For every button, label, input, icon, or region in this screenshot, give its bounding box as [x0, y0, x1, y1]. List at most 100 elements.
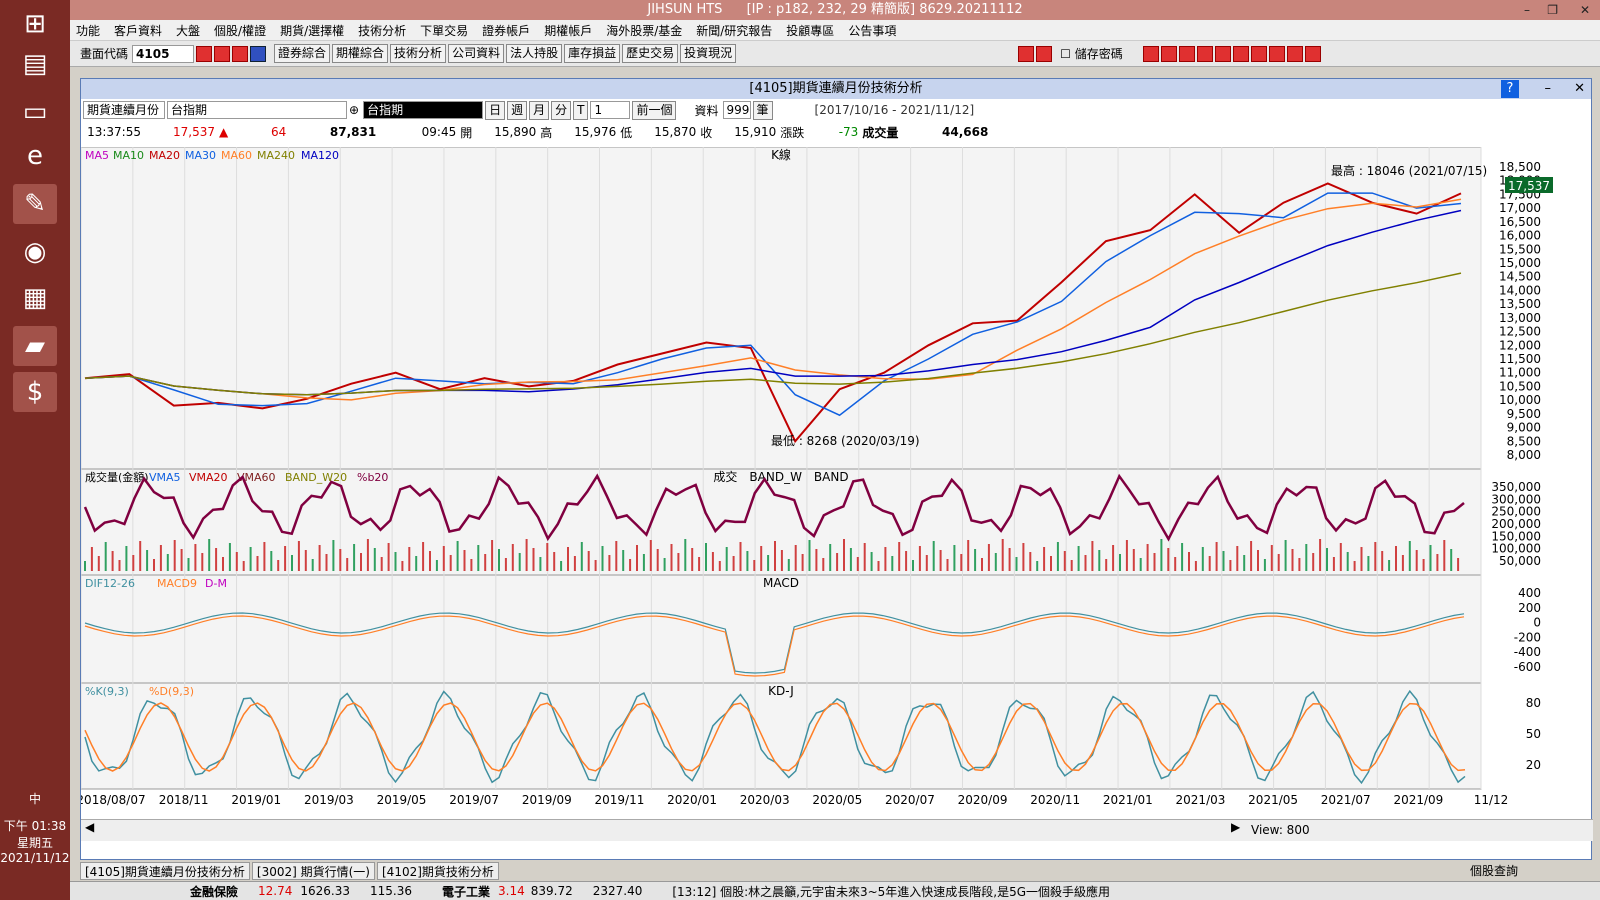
scroll-left-icon[interactable]: ◀ — [85, 820, 95, 834]
panel-title-1: 成交 BAND_W BAND — [713, 469, 848, 484]
menu-item-10[interactable]: 新聞/研究報告 — [696, 23, 773, 38]
price-tick: 16,500 — [1499, 215, 1541, 229]
ticker-news[interactable]: [13:12] 個股:林之晨籲,元宇宙未來3~5年進入快速成長階段,是5G一個殺… — [672, 884, 1111, 899]
product-select[interactable]: 期貨連續月份 — [83, 101, 165, 119]
x-tick: 2018/11 — [159, 793, 209, 807]
price-tick: 14,500 — [1499, 270, 1541, 284]
period-button-1[interactable]: 週 — [507, 100, 528, 120]
ie-icon[interactable]: e — [27, 141, 43, 171]
open-label: 開 — [460, 125, 473, 140]
period-button-0[interactable]: 日 — [485, 100, 506, 120]
x-tick: 2019/03 — [304, 793, 354, 807]
tab-2[interactable]: [4102]期貨技術分析 — [377, 862, 499, 880]
jihsun-icon[interactable]: $ — [13, 372, 57, 412]
print-icon[interactable] — [232, 45, 249, 62]
windows-start-icon[interactable]: ⊞ — [24, 9, 46, 39]
menu-item-2[interactable]: 大盤 — [176, 23, 201, 38]
price-tick: 9,500 — [1507, 407, 1541, 421]
menu-item-11[interactable]: 投顧專區 — [786, 23, 835, 38]
tool-icon-2[interactable] — [1160, 45, 1177, 62]
menu-item-9[interactable]: 海外股票/基金 — [606, 23, 683, 38]
save-password-checkbox[interactable]: ☐ 儲存密碼 — [1060, 47, 1123, 61]
sheet-icon[interactable]: ▦ — [22, 283, 48, 313]
vol-legend-1: VMA5 — [149, 471, 181, 484]
refresh-icon[interactable] — [214, 45, 231, 62]
prev-button[interactable]: 前一個 — [632, 100, 677, 120]
restore-icon[interactable]: ❐ — [1547, 3, 1558, 17]
period-button-4[interactable]: T — [573, 100, 589, 120]
vol-label: 成交量 — [862, 125, 899, 140]
tab-0[interactable]: [4105]期貨連續月份技術分析 — [80, 862, 250, 880]
mail-icon[interactable] — [250, 45, 267, 62]
chrome-icon[interactable]: ◉ — [23, 237, 47, 267]
tab-1[interactable]: [3002] 期貨行情(一) — [251, 862, 375, 880]
unit-button[interactable]: 筆 — [752, 100, 773, 120]
vol-tick: 200,000 — [1491, 517, 1541, 531]
menu-item-1[interactable]: 客戶資料 — [114, 23, 163, 38]
symbol-select[interactable]: 台指期 — [167, 101, 347, 119]
tool-icon-7[interactable] — [1250, 45, 1267, 62]
tool-icon-4[interactable] — [1196, 45, 1213, 62]
toolbar-button-5[interactable]: 庫存損益 — [564, 44, 621, 63]
period-button-3[interactable]: 分 — [551, 100, 572, 120]
toolbar-button-0[interactable]: 證券綜合 — [274, 44, 331, 63]
child-minimize-icon[interactable]: – — [1544, 81, 1552, 96]
toolbar-button-7[interactable]: 投資現況 — [680, 44, 737, 63]
toolbar-button-4[interactable]: 法人持股 — [506, 44, 563, 63]
child-title-bar: [4105]期貨連續月份技術分析 ? – ✕ — [81, 79, 1591, 99]
window-tabs: [4105]期貨連續月份技術分析 [3002] 期貨行情(一) [4102]期貨技術… — [80, 862, 1592, 880]
macd-tick: 200 — [1518, 601, 1541, 615]
close-value: 15,910 — [734, 125, 777, 139]
flag-icon[interactable] — [1018, 45, 1035, 62]
paint-icon[interactable]: ✎ — [13, 184, 57, 224]
query-icon[interactable]: ⊕ — [349, 103, 360, 117]
clock-date: 2021/11/12 — [0, 851, 70, 865]
minimize-icon[interactable]: – — [1524, 3, 1530, 17]
notes-icon[interactable]: ▰ — [13, 326, 57, 366]
tool-icon-8[interactable] — [1268, 45, 1285, 62]
menu-bar: 功能 客戶資料 大盤 個股/權證 期貨/選擇權 技術分析 下單交易 證券帳戶 期權帳戶 海外股票/… — [70, 20, 1600, 41]
chart-scrollbar[interactable]: ◀ ▶ View: 800 — [81, 819, 1593, 841]
menu-item-4[interactable]: 期貨/選擇權 — [280, 23, 345, 38]
tool-icon-6[interactable] — [1232, 45, 1249, 62]
scroll-right-icon[interactable]: ▶ — [1231, 820, 1241, 834]
price-tick: 15,000 — [1499, 256, 1541, 270]
stock-query-label[interactable]: 個股查詢 — [1469, 864, 1518, 878]
folder-icon[interactable]: ▭ — [22, 97, 48, 127]
menu-item-8[interactable]: 期權帳戶 — [544, 23, 593, 38]
tool-icon-10[interactable] — [1304, 45, 1321, 62]
flag2-icon[interactable] — [1036, 45, 1053, 62]
close-icon[interactable]: ✕ — [1579, 3, 1590, 17]
tool-icon-1[interactable] — [1142, 45, 1159, 62]
menu-item-0[interactable]: 功能 — [76, 23, 101, 38]
data-count-input[interactable]: 999 — [722, 101, 751, 119]
menu-item-6[interactable]: 下單交易 — [420, 23, 469, 38]
clock-day: 星期五 — [16, 836, 53, 850]
help-icon[interactable]: ? — [1501, 80, 1519, 98]
toolbar-button-6[interactable]: 歷史交易 — [622, 44, 679, 63]
tool-icon-5[interactable] — [1214, 45, 1231, 62]
quote-change: 64 — [270, 125, 287, 139]
search-icon[interactable] — [196, 45, 213, 62]
app-icon-1[interactable]: ▤ — [22, 49, 48, 79]
menu-item-5[interactable]: 技術分析 — [358, 23, 407, 38]
ma-legend-1: MA10 — [113, 149, 144, 162]
panel-bg-3 — [81, 682, 1482, 790]
period-num[interactable]: 1 — [590, 101, 631, 119]
tool-icon-3[interactable] — [1178, 45, 1195, 62]
toolbar-button-1[interactable]: 期權綜合 — [332, 44, 389, 63]
period-button-2[interactable]: 月 — [529, 100, 550, 120]
code-input[interactable]: 4105 — [132, 44, 195, 63]
child-close-icon[interactable]: ✕ — [1574, 81, 1585, 96]
menu-item-7[interactable]: 證券帳戶 — [482, 23, 531, 38]
toolbar-button-3[interactable]: 公司資料 — [448, 44, 505, 63]
view-label: View: 800 — [1251, 823, 1310, 837]
x-tick: 11/12 — [1474, 793, 1509, 807]
menu-item-3[interactable]: 個股/權證 — [214, 23, 267, 38]
tool-icon-9[interactable] — [1286, 45, 1303, 62]
max-label: 最高 : 18046 (2021/07/15) — [1331, 163, 1487, 178]
menu-item-12[interactable]: 公告事項 — [848, 23, 897, 38]
ime-label[interactable]: 中 — [28, 792, 41, 806]
toolbar-button-2[interactable]: 技術分析 — [390, 44, 447, 63]
